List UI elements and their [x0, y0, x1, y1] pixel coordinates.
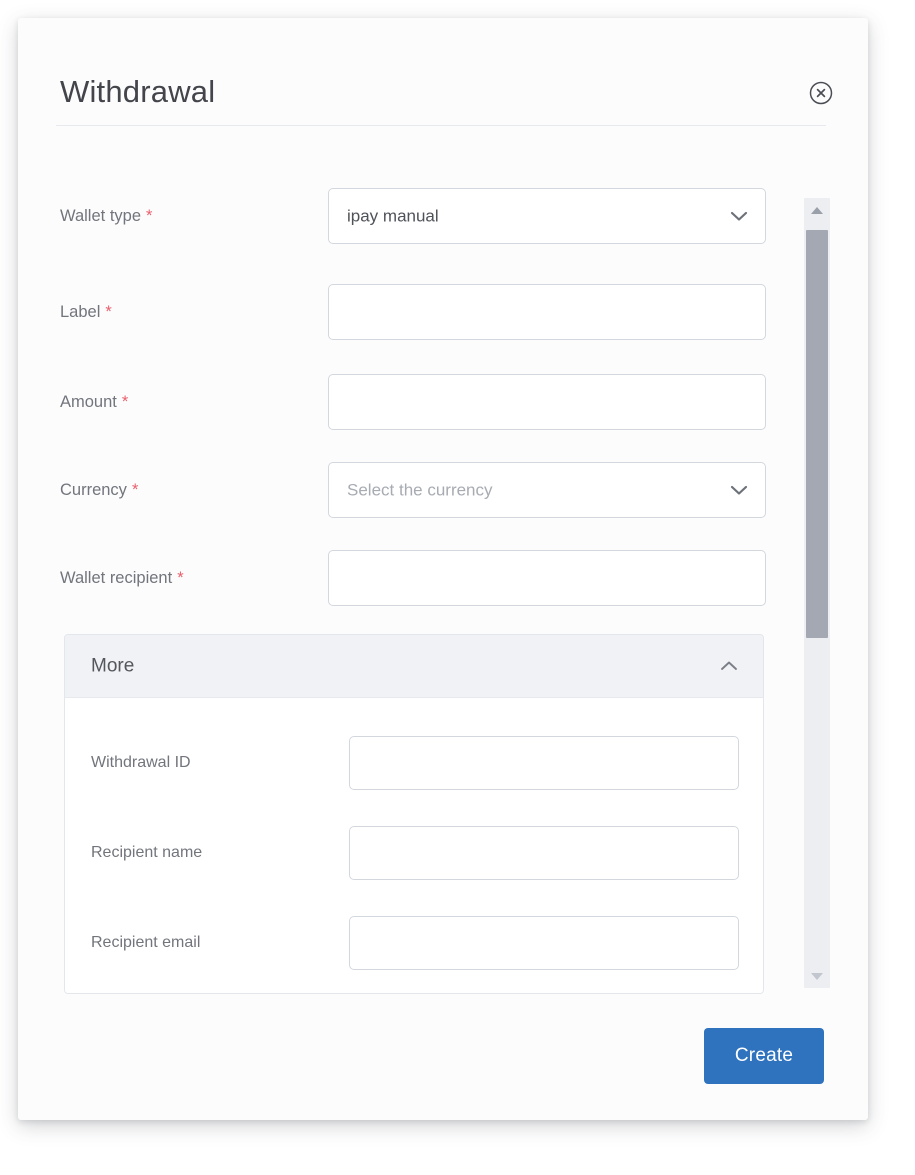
page-title: Withdrawal — [60, 74, 216, 109]
wallet-type-select[interactable]: ipay manual — [328, 188, 766, 244]
dialog-header: Withdrawal — [18, 18, 868, 125]
field-label-amount: Amount * — [60, 394, 128, 411]
currency-value: Select the currency — [347, 480, 493, 500]
chevron-down-icon — [729, 480, 749, 500]
field-row-recipient-email: Recipient email — [65, 916, 763, 970]
triangle-down-icon[interactable] — [804, 964, 830, 988]
wallet-recipient-input[interactable] — [328, 550, 766, 606]
withdrawal-dialog: Withdrawal Wallet type * ipay manual — [18, 18, 868, 1120]
field-row-amount: Amount * — [18, 374, 788, 430]
close-icon[interactable] — [804, 76, 838, 110]
recipient-name-input[interactable] — [349, 826, 739, 880]
required-marker: * — [121, 392, 129, 411]
field-label-recipient-name: Recipient name — [91, 844, 203, 861]
more-panel: More Withdrawal ID Recipient name — [64, 634, 764, 994]
field-label-wallet-recipient: Wallet recipient * — [60, 570, 184, 587]
required-marker: * — [131, 480, 139, 499]
field-label-currency: Currency * — [60, 482, 138, 499]
triangle-up-icon[interactable] — [804, 198, 830, 222]
required-marker: * — [146, 206, 153, 225]
field-label-withdrawal-id: Withdrawal ID — [91, 754, 191, 771]
field-label-label: Label * — [60, 304, 112, 321]
more-section-header[interactable]: More — [65, 635, 763, 698]
field-row-wallet-type: Wallet type * ipay manual — [18, 188, 788, 244]
amount-input[interactable] — [328, 374, 766, 430]
recipient-email-input[interactable] — [349, 916, 739, 970]
label-input[interactable] — [328, 284, 766, 340]
field-row-recipient-name: Recipient name — [65, 826, 763, 880]
label-text: Label — [60, 302, 101, 321]
field-label-recipient-email: Recipient email — [91, 934, 201, 951]
field-row-currency: Currency * Select the currency — [18, 462, 788, 518]
wallet-type-value: ipay manual — [347, 206, 439, 226]
dialog-body: Wallet type * ipay manual Label * — [18, 126, 868, 994]
field-row-label: Label * — [18, 284, 788, 340]
field-label-wallet-type: Wallet type * — [60, 208, 152, 225]
chevron-down-icon — [729, 206, 749, 226]
label-text: Wallet type — [60, 206, 142, 225]
scrollbar-thumb[interactable] — [806, 230, 828, 638]
label-text: Currency — [60, 480, 127, 499]
label-text: Amount — [60, 392, 117, 411]
more-section-body: Withdrawal ID Recipient name Recipient e… — [65, 698, 763, 993]
create-button[interactable]: Create — [704, 1028, 824, 1084]
header-divider — [56, 125, 826, 126]
field-row-wallet-recipient: Wallet recipient * — [18, 550, 788, 606]
required-marker: * — [105, 302, 112, 321]
chevron-up-icon[interactable] — [719, 656, 739, 676]
label-text: Wallet recipient — [60, 568, 173, 587]
currency-select[interactable]: Select the currency — [328, 462, 766, 518]
more-section-title: More — [91, 655, 135, 677]
withdrawal-id-input[interactable] — [349, 736, 739, 790]
dialog-footer: Create — [18, 970, 868, 1120]
vertical-scrollbar[interactable] — [804, 198, 830, 988]
required-marker: * — [177, 568, 184, 587]
field-row-withdrawal-id: Withdrawal ID — [65, 736, 763, 790]
